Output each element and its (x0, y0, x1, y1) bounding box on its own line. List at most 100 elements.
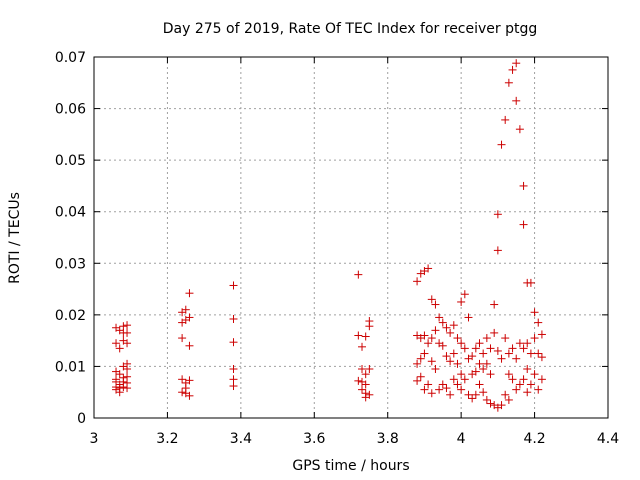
data-point (115, 370, 124, 379)
data-point (413, 376, 422, 385)
data-point (427, 334, 436, 343)
data-point (501, 390, 510, 399)
y-tick-label: 0.04 (55, 205, 86, 221)
data-point (446, 390, 455, 399)
x-tick-label: 3.6 (303, 431, 325, 447)
data-point (119, 383, 128, 392)
data-point (413, 277, 422, 286)
data-point (534, 318, 543, 327)
data-point (427, 357, 436, 366)
data-point (123, 328, 132, 337)
y-tick-label: 0 (77, 411, 86, 427)
x-tick-label: 3 (90, 431, 99, 447)
data-point (519, 344, 528, 353)
data-point (178, 334, 187, 343)
x-tick-label: 3.8 (377, 431, 399, 447)
data-point (457, 370, 466, 379)
data-point (229, 365, 238, 374)
y-axis-ticks: 0 0.01 0.02 0.03 0.04 0.05 0.06 0.07 (55, 50, 608, 427)
data-point (537, 330, 546, 339)
data-point (185, 341, 194, 350)
data-point (457, 339, 466, 348)
data-point (515, 125, 524, 134)
data-point (185, 376, 194, 385)
data-point (471, 390, 480, 399)
x-tick-label: 4 (457, 431, 466, 447)
data-point (438, 318, 447, 327)
data-point (115, 388, 124, 397)
data-point (530, 334, 539, 343)
data-point (229, 314, 238, 323)
data-point (420, 385, 429, 394)
data-point (112, 339, 121, 348)
data-point (365, 365, 374, 374)
data-point (534, 385, 543, 394)
data-point (449, 349, 458, 358)
data-point (361, 370, 370, 379)
y-tick-label: 0.02 (55, 308, 86, 324)
data-point (530, 308, 539, 317)
data-point (442, 323, 451, 332)
data-point (460, 344, 469, 353)
data-point (468, 352, 477, 361)
data-point (115, 344, 124, 353)
data-point (460, 375, 469, 384)
data-point (519, 375, 528, 384)
data-point (486, 344, 495, 353)
data-point (442, 384, 451, 393)
data-point (482, 334, 491, 343)
data-point (523, 388, 532, 397)
data-point (508, 65, 517, 74)
data-point (497, 401, 506, 410)
data-point (361, 380, 370, 389)
y-tick-label: 0.06 (55, 102, 86, 118)
data-point (479, 349, 488, 358)
data-point (515, 339, 524, 348)
plot-frame (93, 56, 609, 419)
data-point (526, 380, 535, 389)
data-point (493, 346, 502, 355)
data-point (486, 399, 495, 408)
data-point (181, 305, 190, 314)
data-point (453, 380, 462, 389)
data-point (519, 181, 528, 190)
y-tick-label: 0.03 (55, 256, 86, 272)
data-point (523, 339, 532, 348)
data-point (449, 375, 458, 384)
data-point (442, 352, 451, 361)
data-point (178, 375, 187, 384)
data-point (424, 264, 433, 273)
data-point (453, 359, 462, 368)
data-point (475, 359, 484, 368)
data-point (537, 353, 546, 362)
data-point (185, 289, 194, 298)
y-tick-label: 0.07 (55, 50, 86, 66)
data-point (416, 354, 425, 363)
data-point (427, 295, 436, 304)
data-point (438, 341, 447, 350)
data-point (431, 300, 440, 309)
data-point (365, 390, 374, 399)
data-point (123, 384, 132, 393)
data-point (468, 394, 477, 403)
data-point (457, 297, 466, 306)
data-point (537, 375, 546, 384)
data-point (497, 354, 506, 363)
data-point (438, 380, 447, 389)
data-point (471, 344, 480, 353)
data-point (471, 367, 480, 376)
data-point (482, 395, 491, 404)
data-point (229, 338, 238, 347)
data-point (515, 380, 524, 389)
data-point (475, 339, 484, 348)
data-point (508, 344, 517, 353)
data-point (530, 370, 539, 379)
data-point (504, 395, 513, 404)
data-point (526, 349, 535, 358)
data-point (482, 359, 491, 368)
data-point (479, 388, 488, 397)
data-point (504, 349, 513, 358)
data-point (475, 380, 484, 389)
data-point (119, 322, 128, 331)
